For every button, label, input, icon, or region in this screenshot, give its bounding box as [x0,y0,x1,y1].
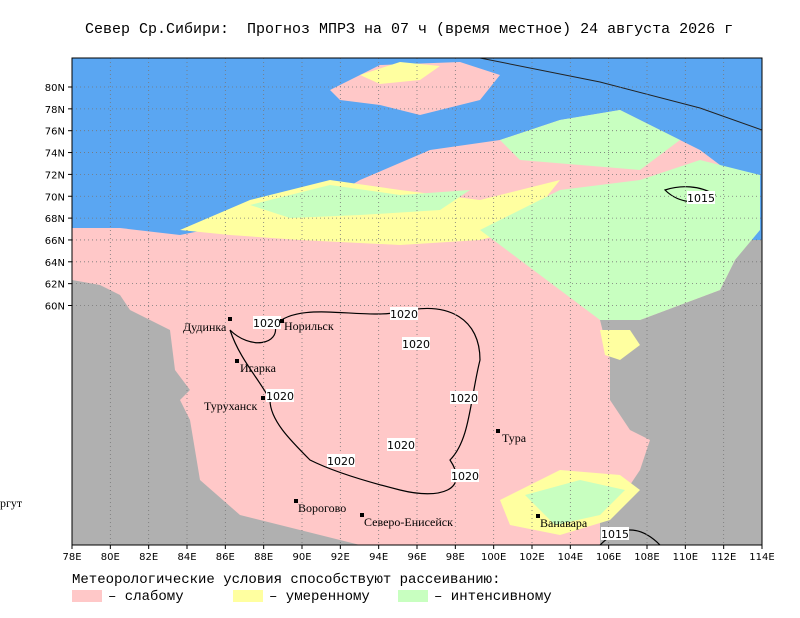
legend-item: – интенсивному [434,589,552,605]
isobar-label: 1020 [450,392,478,405]
isobar-label: 1020 [390,308,418,321]
isobar-label: 1020 [387,439,415,452]
lat-label: 78N [45,105,65,116]
isobar-label-bg [402,337,430,350]
isobar-label-bg [327,454,355,467]
isobar-label: 1020 [327,455,355,468]
city-marker [360,513,364,517]
isobar-label-bg [601,527,629,540]
zone-moderate [600,330,640,360]
lat-label: 64N [45,258,65,269]
lon-label: 114E [749,552,774,563]
lat-label: 66N [45,236,65,247]
zone-intensive [250,185,470,218]
city-label: Тура [502,431,527,445]
legend-swatch [72,590,102,602]
isobar-label-bg [390,307,418,320]
lon-label: 94E [369,552,388,563]
city-marker [496,429,500,433]
isobar-label-bg [253,316,281,329]
lon-label: 106E [596,552,621,563]
legend-swatch [233,590,263,602]
lon-label: 82E [139,552,158,563]
lon-label: 88E [254,552,273,563]
city-label: Дудинка [183,320,227,334]
isobar-label-bg [451,469,479,482]
lat-label: 72N [45,170,65,181]
map-area [72,58,762,545]
lat-label: 80N [45,83,65,94]
city-label: Ванавара [540,516,588,530]
city-marker [261,396,265,400]
lon-label: 78E [62,552,81,563]
city-label: Ворогово [298,501,346,515]
city-marker [280,319,284,323]
isobar-line [599,529,661,545]
zone-intensive [500,110,680,170]
isobar-label-bg [687,191,715,204]
isobar-label-bg [266,389,294,402]
city-label: Норильск [284,319,334,333]
isobar-label-bg [450,391,478,404]
lon-label: 108E [634,552,659,563]
lat-label: 68N [45,214,65,225]
lon-label: 80E [101,552,120,563]
city-label: Туруханск [204,399,257,413]
lon-label: 102E [519,552,544,563]
isobar-label: 1015 [601,528,629,541]
lon-label: 100E [481,552,506,563]
lon-label: 110E [673,552,698,563]
edge-label: ргут [0,496,23,510]
lat-label: 74N [45,149,65,160]
city-marker [235,359,239,363]
lat-label: 70N [45,192,65,203]
graticule [72,58,762,545]
isobar-label: 1020 [253,317,281,330]
city-label: Игарка [240,361,277,375]
lat-label: 62N [45,280,65,291]
isobar-label: 1015 [687,192,715,205]
lat-label: 76N [45,127,65,138]
zone-intensive [525,480,625,525]
title: Север Ср.Сибири: Прогноз МПРЗ на 07 ч (в… [85,21,733,38]
city-marker [536,514,540,518]
isobar-label: 1020 [266,390,294,403]
lon-label: 84E [177,552,196,563]
city-marker [228,317,232,321]
lon-label: 98E [446,552,465,563]
lon-label: 90E [292,552,311,563]
legend-item: – слабому [108,588,184,605]
city-marker [294,499,298,503]
city-label: Северо-Енисейск [364,515,453,529]
isobar-label: 1020 [451,470,479,483]
isobar-label: 1020 [402,338,430,351]
border [479,58,762,131]
lon-label: 92E [331,552,350,563]
legend-title: Метеорологические условия способствуют р… [72,571,500,588]
lon-label: 112E [711,552,736,563]
legend-item: – умеренному [269,589,370,605]
lat-label: 60N [45,302,65,313]
legend-swatch [398,590,428,602]
lon-label: 104E [558,552,583,563]
isobar-label-bg [387,438,415,451]
zone-moderate [360,62,440,84]
lon-label: 86E [216,552,235,563]
lon-label: 96E [407,552,426,563]
